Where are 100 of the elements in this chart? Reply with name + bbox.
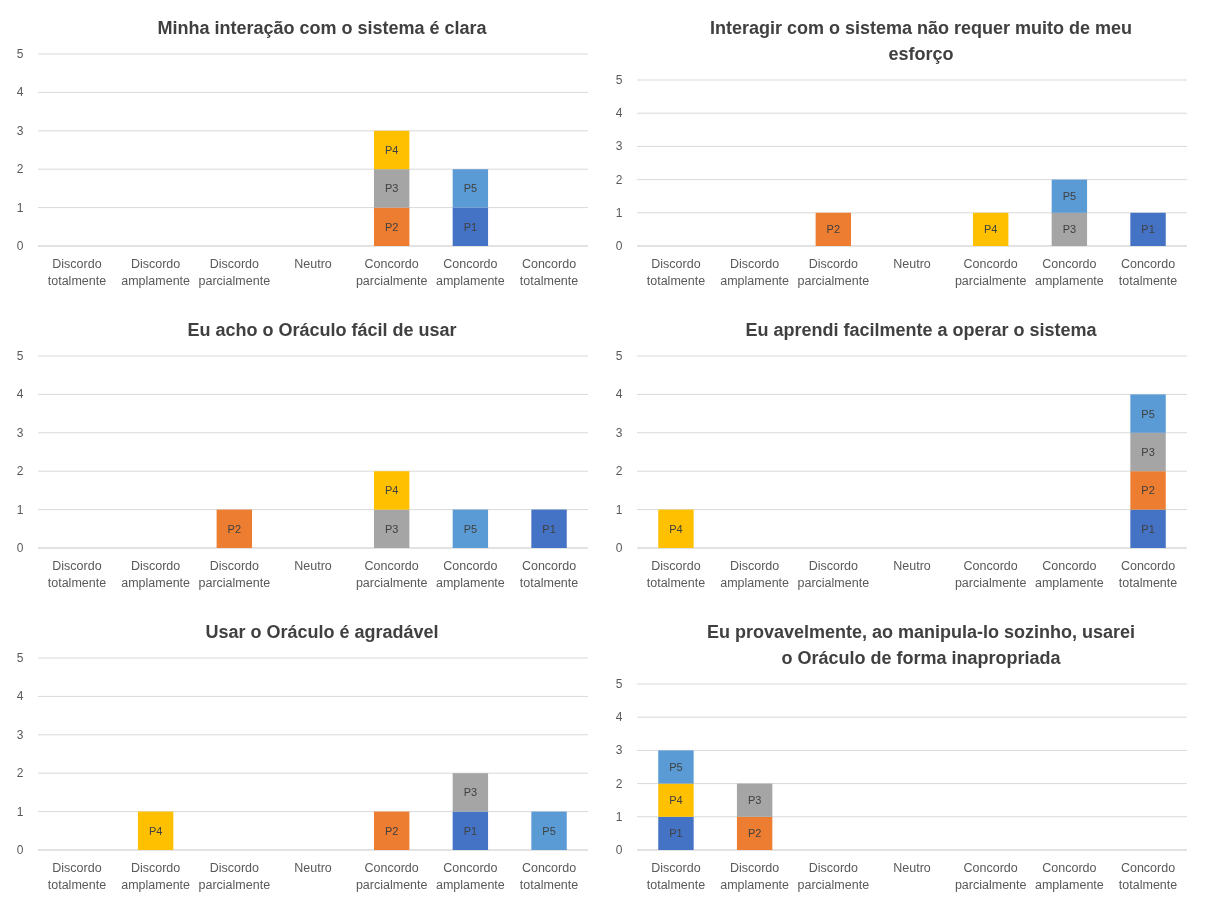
series-label: P1 — [542, 522, 556, 535]
series-label: P2 — [227, 522, 242, 535]
x-tick-label: Discordo totalmente — [646, 861, 706, 892]
series-label: P1 — [1141, 522, 1155, 535]
series-label: P5 — [463, 182, 478, 195]
y-tick-label: 1 — [615, 809, 623, 824]
series-label: P3 — [747, 794, 762, 807]
x-tick-label: Neutro — [893, 861, 931, 875]
y-tick-label: 3 — [615, 425, 623, 440]
series-label: P5 — [542, 824, 556, 837]
x-tick-label: Neutro — [893, 559, 931, 573]
x-tick-label: Concordo amplamente — [435, 559, 505, 590]
y-tick-label: 4 — [615, 106, 623, 121]
x-tick-label: Discordo totalmente — [47, 861, 107, 892]
x-tick-label: Discordo parcialmente — [198, 559, 271, 590]
y-tick-label: 2 — [615, 172, 623, 187]
x-tick-label: Neutro — [294, 861, 332, 875]
series-label: P5 — [1141, 407, 1155, 420]
series-label: P3 — [384, 182, 399, 195]
series-label: P2 — [1141, 484, 1155, 497]
x-tick-label: Concordo parcialmente — [954, 257, 1027, 288]
y-tick-label: 2 — [615, 464, 623, 479]
x-tick-label: Discordo amplamente — [720, 861, 790, 892]
y-tick-label: 5 — [16, 47, 24, 61]
y-tick-label: 1 — [615, 502, 623, 517]
x-tick-label: Discordo amplamente — [720, 559, 790, 590]
chart-title: Eu provavelmente, ao manipula-lo sozinho, usarei o Oráculo de forma inapropriada — [706, 622, 1136, 668]
chart-title: Eu acho o Oráculo fácil de usar — [187, 320, 457, 340]
y-tick-label: 0 — [16, 541, 24, 555]
y-tick-label: 1 — [16, 200, 24, 215]
x-tick-label: Neutro — [294, 257, 332, 271]
x-tick-label: Concordo totalmente — [1118, 257, 1178, 288]
y-tick-label: 5 — [16, 349, 24, 363]
x-tick-label: Concordo amplamente — [435, 257, 505, 288]
series-label: P5 — [1062, 190, 1077, 203]
y-tick-label: 3 — [615, 139, 623, 154]
y-tick-label: 0 — [16, 239, 24, 253]
x-tick-label: Concordo parcialmente — [355, 861, 428, 892]
series-label: P2 — [747, 827, 762, 840]
x-tick-label: Concordo parcialmente — [355, 257, 428, 288]
x-tick-label: Discordo totalmente — [646, 559, 706, 590]
x-tick-label: Discordo amplamente — [720, 257, 790, 288]
y-tick-label: 2 — [16, 162, 24, 177]
series-label: P4 — [983, 223, 998, 236]
x-tick-label: Discordo totalmente — [47, 257, 107, 288]
x-tick-label: Discordo parcialmente — [797, 861, 870, 892]
x-tick-label: Discordo amplamente — [121, 861, 191, 892]
y-tick-label: 4 — [615, 387, 623, 402]
y-tick-label: 5 — [615, 677, 623, 691]
series-label: P2 — [384, 824, 399, 837]
y-tick-label: 1 — [16, 804, 24, 819]
y-tick-label: 1 — [16, 502, 24, 517]
x-tick-label: Discordo parcialmente — [797, 257, 870, 288]
x-tick-label: Discordo parcialmente — [797, 559, 870, 590]
x-tick-label: Concordo amplamente — [1034, 559, 1104, 590]
y-tick-label: 5 — [16, 651, 24, 665]
y-tick-label: 3 — [16, 123, 24, 138]
series-label: P5 — [669, 761, 683, 773]
x-tick-label: Discordo totalmente — [646, 257, 706, 288]
x-tick-label: Concordo amplamente — [1034, 861, 1104, 892]
series-label: P1 — [463, 220, 478, 233]
x-tick-label: Discordo amplamente — [121, 257, 191, 288]
x-tick-label: Concordo totalmente — [1118, 861, 1178, 892]
x-tick-label: Neutro — [893, 257, 931, 271]
x-tick-label: Concordo totalmente — [519, 861, 579, 892]
series-label: P3 — [1141, 446, 1155, 458]
x-tick-label: Concordo totalmente — [519, 559, 579, 590]
y-tick-label: 3 — [615, 743, 623, 758]
series-label: P4 — [669, 794, 683, 807]
y-tick-label: 0 — [615, 843, 623, 857]
chart-title: Usar o Oráculo é agradável — [205, 622, 439, 642]
series-label: P1 — [669, 827, 683, 840]
x-tick-label: Concordo amplamente — [435, 861, 505, 892]
y-tick-label: 5 — [615, 349, 623, 363]
x-tick-label: Concordo parcialmente — [355, 559, 428, 590]
series-label: P3 — [463, 786, 478, 799]
x-tick-label: Concordo parcialmente — [954, 559, 1027, 590]
series-label: P4 — [384, 484, 399, 497]
series-label: P3 — [384, 522, 399, 535]
y-tick-label: 4 — [16, 85, 24, 100]
y-tick-label: 5 — [615, 73, 623, 87]
chart-title: Minha interação com o sistema é clara — [157, 18, 488, 38]
x-tick-label: Neutro — [294, 559, 332, 573]
y-tick-label: 0 — [615, 541, 623, 555]
y-tick-label: 2 — [16, 766, 24, 781]
series-label: P2 — [384, 220, 399, 233]
chart-title: Interagir com o sistema não requer muito de meu esforço — [709, 18, 1133, 64]
series-label: P4 — [384, 144, 399, 156]
y-tick-label: 3 — [16, 727, 24, 742]
series-label: P1 — [463, 824, 478, 837]
x-tick-label: Discordo parcialmente — [198, 257, 271, 288]
series-label: P4 — [669, 522, 683, 535]
x-tick-label: Discordo amplamente — [121, 559, 191, 590]
y-tick-label: 1 — [615, 205, 623, 220]
x-tick-label: Concordo totalmente — [519, 257, 579, 288]
y-tick-label: 4 — [16, 387, 24, 402]
x-tick-label: Concordo parcialmente — [954, 861, 1027, 892]
series-label: P2 — [826, 223, 841, 236]
series-label: P1 — [1141, 223, 1155, 236]
x-tick-label: Concordo totalmente — [1118, 559, 1178, 590]
